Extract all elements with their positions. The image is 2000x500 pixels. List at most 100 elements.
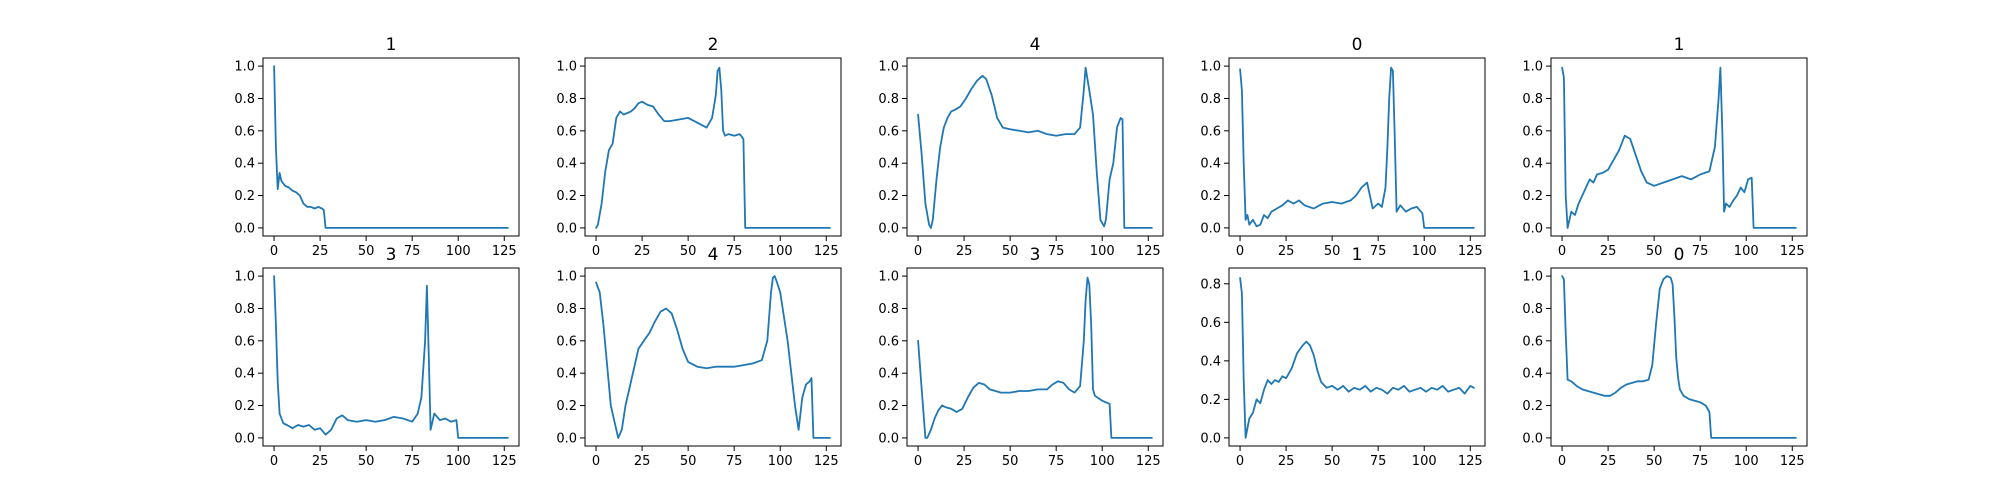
y-tick-label: 0.2: [878, 189, 899, 204]
y-tick-label: 0.8: [878, 302, 899, 317]
x-tick-label: 100: [1412, 454, 1437, 469]
y-tick-label: 0.8: [234, 92, 255, 107]
y-tick-label: 1.0: [556, 270, 577, 285]
subplot-title: 2: [708, 35, 719, 55]
axes-frame: [907, 268, 1163, 446]
y-tick-label: 1.0: [1522, 270, 1543, 285]
y-tick-label: 1.0: [878, 270, 899, 285]
series-line: [274, 66, 508, 228]
y-tick-label: 0.0: [878, 221, 899, 236]
x-tick-label: 25: [312, 454, 329, 469]
x-tick-label: 25: [1278, 454, 1295, 469]
y-tick-label: 0.2: [1200, 393, 1221, 408]
axes-frame: [1229, 58, 1485, 236]
x-tick-label: 25: [1600, 244, 1617, 259]
x-tick-label: 125: [1458, 244, 1483, 259]
subplot-9: 10 25 50 75 100 1250.00.20.40.60.8: [1200, 245, 1485, 469]
x-tick-label: 0: [270, 454, 278, 469]
y-tick-label: 0.6: [1522, 124, 1543, 139]
series-line: [1240, 68, 1474, 228]
x-tick-label: 50: [1646, 244, 1663, 259]
x-tick-label: 125: [492, 454, 517, 469]
y-tick-label: 1.0: [1522, 60, 1543, 75]
axes-frame: [585, 58, 841, 236]
x-tick-label: 100: [1090, 454, 1115, 469]
x-tick-label: 25: [956, 244, 973, 259]
y-tick-label: 0.2: [1200, 189, 1221, 204]
y-tick-label: 0.8: [1522, 302, 1543, 317]
subplot-title: 0: [1352, 35, 1363, 55]
y-tick-label: 0.6: [1522, 334, 1543, 349]
x-tick-label: 100: [1734, 454, 1759, 469]
subplot-title: 4: [708, 245, 719, 265]
y-tick-label: 0.0: [234, 431, 255, 446]
x-tick-label: 125: [492, 244, 517, 259]
x-tick-label: 75: [404, 244, 421, 259]
x-tick-label: 0: [592, 244, 600, 259]
axes-frame: [263, 268, 519, 446]
x-tick-label: 50: [1002, 454, 1019, 469]
y-tick-label: 0.4: [556, 367, 577, 382]
y-tick-label: 0.0: [1522, 221, 1543, 236]
y-tick-label: 0.2: [556, 399, 577, 414]
x-tick-label: 50: [1646, 454, 1663, 469]
x-tick-label: 75: [404, 454, 421, 469]
x-tick-label: 100: [1734, 244, 1759, 259]
x-tick-label: 50: [680, 454, 697, 469]
x-tick-label: 100: [446, 454, 471, 469]
y-tick-label: 0.4: [878, 367, 899, 382]
x-tick-label: 125: [1458, 454, 1483, 469]
y-tick-label: 0.2: [1522, 399, 1543, 414]
y-tick-label: 0.2: [234, 399, 255, 414]
x-tick-label: 25: [956, 454, 973, 469]
subplot-title: 1: [1674, 35, 1685, 55]
y-tick-label: 0.2: [556, 189, 577, 204]
y-tick-label: 0.8: [556, 92, 577, 107]
y-tick-label: 0.0: [1522, 431, 1543, 446]
x-tick-label: 75: [726, 454, 743, 469]
y-tick-label: 0.2: [878, 399, 899, 414]
y-tick-label: 0.2: [234, 189, 255, 204]
x-tick-label: 50: [1324, 244, 1341, 259]
y-tick-label: 1.0: [234, 60, 255, 75]
subplot-3: 4 0 25 50 75 100 125 0.0 0.2 0.4 0.6 0.8 1.0: [878, 35, 1163, 259]
y-tick-label: 0.8: [1200, 277, 1221, 292]
x-tick-label: 0: [914, 454, 922, 469]
x-tick-label: 100: [768, 244, 793, 259]
y-tick-label: 0.4: [234, 367, 255, 382]
y-tick-label: 0.8: [878, 92, 899, 107]
x-tick-label: 0: [1236, 244, 1244, 259]
subplot-title: 1: [1352, 245, 1363, 265]
y-tick-label: 0.4: [1200, 157, 1221, 172]
x-tick-label: 125: [1780, 454, 1805, 469]
x-tick-label: 75: [1692, 454, 1709, 469]
y-tick-label: 1.0: [878, 60, 899, 75]
subplot-title: 3: [386, 245, 397, 265]
y-tick-label: 0.4: [1522, 367, 1543, 382]
subplot-title: 0: [1674, 245, 1685, 265]
x-tick-label: 100: [446, 244, 471, 259]
x-tick-label: 25: [1278, 244, 1295, 259]
series-line: [918, 68, 1152, 228]
y-tick-label: 0.4: [878, 157, 899, 172]
x-tick-label: 0: [270, 244, 278, 259]
subplot-1: 1 0 25 50 75 100 125 0.0 0.2 0.4 0.6 0.8 1.0: [234, 35, 519, 259]
x-tick-label: 25: [1600, 454, 1617, 469]
subplot-title: 1: [386, 35, 397, 55]
subplot-6: 3 0 25 50 75 100 125 0.0 0.2 0.4 0.6 0.8 1.0: [234, 245, 519, 469]
y-tick-label: 0.8: [1200, 92, 1221, 107]
y-tick-label: 0.6: [1200, 124, 1221, 139]
axes-frame: [1551, 268, 1807, 446]
x-tick-label: 0: [1558, 454, 1566, 469]
x-tick-label: 75: [1370, 454, 1387, 469]
y-tick-label: 0.0: [556, 221, 577, 236]
x-tick-label: 100: [1412, 244, 1437, 259]
axes-frame: [263, 58, 519, 236]
y-tick-label: 0.6: [556, 334, 577, 349]
series-line: [596, 68, 830, 228]
x-tick-label: 0: [914, 244, 922, 259]
y-tick-label: 0.6: [234, 334, 255, 349]
x-tick-label: 75: [1048, 454, 1065, 469]
series-line: [918, 278, 1152, 438]
